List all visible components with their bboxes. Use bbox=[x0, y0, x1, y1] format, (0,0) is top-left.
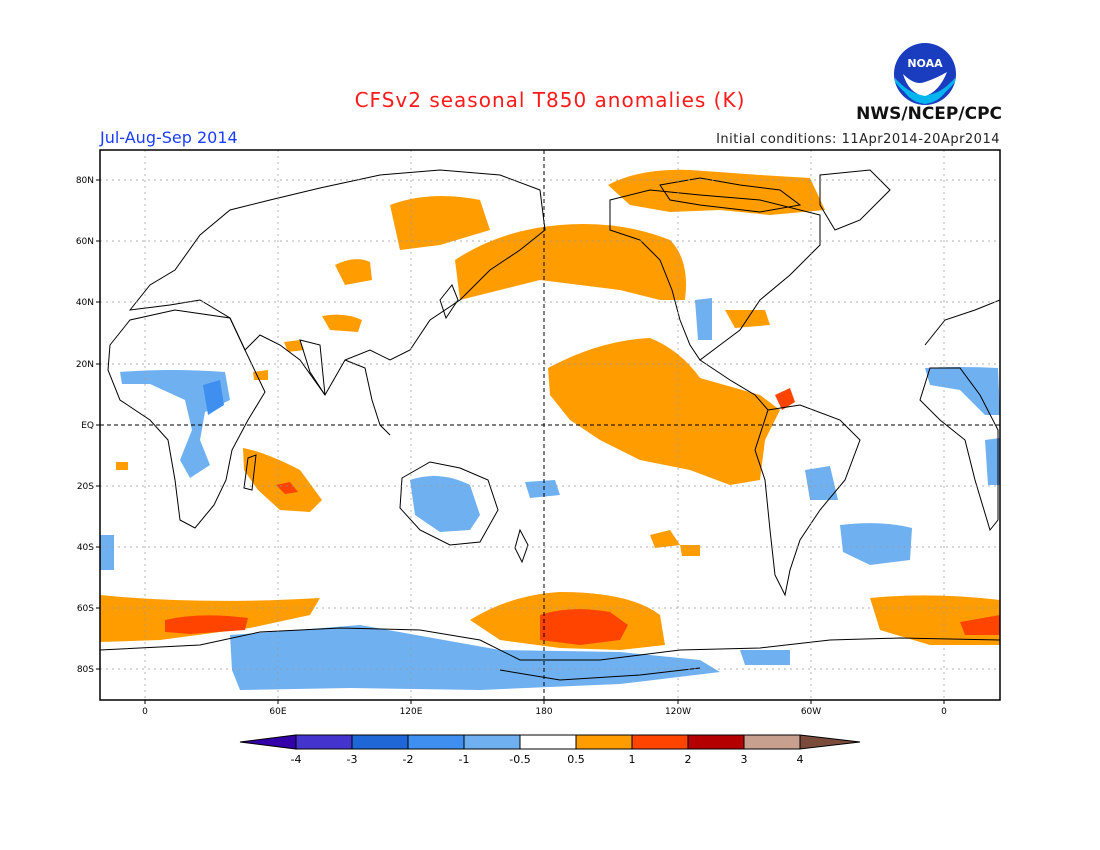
chart-title: CFSv2 seasonal T850 anomalies (K) bbox=[354, 88, 746, 112]
colorbar-swatch bbox=[631, 734, 689, 750]
colorbar-swatch bbox=[743, 734, 801, 750]
agency-label: NWS/NCEP/CPC bbox=[856, 104, 1002, 124]
colorbar-label: 0.5 bbox=[567, 753, 585, 766]
lon-tick: 0 bbox=[941, 707, 947, 717]
colorbar-swatch bbox=[519, 734, 577, 750]
colorbar-swatch bbox=[407, 734, 465, 750]
lat-axis: 80N 60N 40N 20N EQ 20S 40S 60S 80S bbox=[76, 176, 94, 675]
anomaly-shading bbox=[100, 169, 1000, 690]
coastlines bbox=[100, 169, 1000, 681]
colorbar-label: 2 bbox=[685, 753, 692, 766]
lon-tick: 60E bbox=[269, 707, 286, 717]
lat-tick-marks bbox=[96, 179, 945, 704]
colorbar-min-arrow bbox=[239, 734, 297, 750]
lat-tick: 40S bbox=[77, 543, 94, 553]
lon-tick: 180 bbox=[535, 707, 552, 717]
lon-tick: 120E bbox=[400, 707, 423, 717]
strong-cool-anomaly-regions bbox=[203, 380, 224, 415]
colorbar bbox=[239, 734, 861, 750]
colorbar-swatch bbox=[351, 734, 409, 750]
logo-text: NOAA bbox=[907, 57, 943, 70]
lat-tick: 20S bbox=[77, 482, 94, 492]
lat-tick: 20N bbox=[76, 360, 94, 370]
colorbar-swatch bbox=[687, 734, 745, 750]
lon-tick: 60W bbox=[801, 707, 821, 717]
colorbar-label: -3 bbox=[347, 753, 358, 766]
cool-anomaly-regions bbox=[100, 298, 1000, 690]
noaa-logo-icon: NOAA bbox=[894, 43, 956, 105]
colorbar-swatch bbox=[575, 734, 633, 750]
warm-anomaly-regions bbox=[100, 169, 1000, 650]
colorbar-label: 3 bbox=[741, 753, 748, 766]
lon-tick: 0 bbox=[142, 707, 148, 717]
lat-tick: 80N bbox=[76, 176, 94, 186]
lat-tick: 60S bbox=[77, 604, 94, 614]
colorbar-max-arrow bbox=[799, 734, 861, 750]
colorbar-labels: -4 -3 -2 -1 -0.5 0.5 1 2 3 4 bbox=[291, 753, 804, 766]
lat-tick: 40N bbox=[76, 298, 94, 308]
colorbar-label: 4 bbox=[797, 753, 804, 766]
lat-tick: 80S bbox=[77, 665, 94, 675]
colorbar-swatch bbox=[463, 734, 521, 750]
colorbar-label: -4 bbox=[291, 753, 302, 766]
lon-tick: 120W bbox=[665, 707, 691, 717]
colorbar-swatch bbox=[295, 734, 353, 750]
lat-tick: 60N bbox=[76, 237, 94, 247]
colorbar-label: -1 bbox=[459, 753, 470, 766]
colorbar-label: -2 bbox=[403, 753, 414, 766]
forecast-period: Jul-Aug-Sep 2014 bbox=[100, 128, 238, 147]
strong-warm-anomaly-regions bbox=[165, 388, 1000, 645]
colorbar-label: -0.5 bbox=[509, 753, 530, 766]
colorbar-label: 1 bbox=[629, 753, 636, 766]
graticule bbox=[100, 150, 1000, 700]
equator-dateline bbox=[100, 150, 1000, 700]
lon-axis: 0 60E 120E 180 120W 60W 0 bbox=[142, 707, 947, 717]
initial-conditions: Initial conditions: 11Apr2014-20Apr2014 bbox=[716, 132, 1000, 147]
lat-tick: EQ bbox=[81, 421, 94, 431]
